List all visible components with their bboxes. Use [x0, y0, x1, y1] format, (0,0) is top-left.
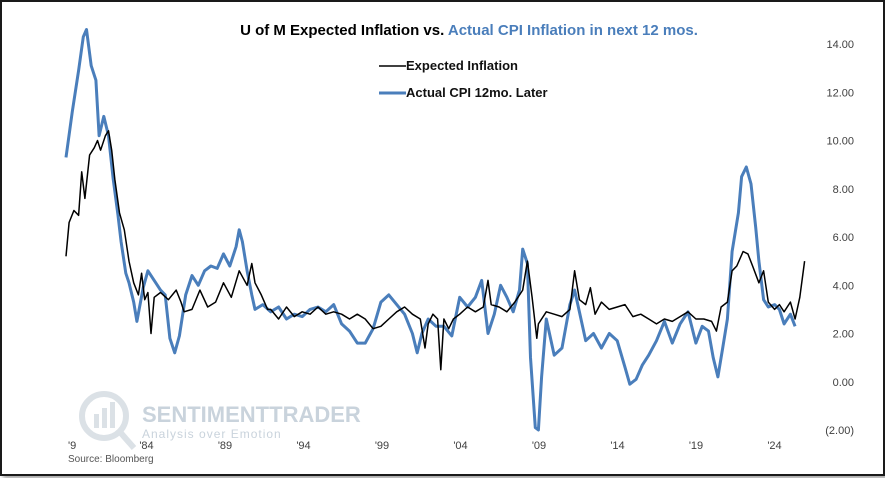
legend: Expected Inflation Actual CPI 12mo. Later — [379, 58, 548, 100]
y-tick-label: 2.00 — [833, 329, 854, 341]
x-tick-label: '89 — [218, 440, 232, 452]
y-tick-label: 12.00 — [826, 87, 854, 99]
y-tick-label: 6.00 — [833, 232, 854, 244]
series-line-expected-inflation — [65, 130, 806, 371]
x-tick-label: '04 — [453, 440, 467, 452]
x-tick-label: '24 — [767, 440, 781, 452]
x-tick-label: '14 — [610, 440, 624, 452]
x-tick-label: '9 — [68, 440, 76, 452]
chart-title: U of M Expected Inflation vs. Actual CPI… — [240, 22, 698, 39]
watermark-logo-icon — [79, 391, 137, 450]
y-tick-label: 4.00 — [833, 280, 854, 292]
y-tick-label: (2.00) — [825, 425, 854, 437]
x-tick-label: '09 — [532, 440, 546, 452]
legend-label: Actual CPI 12mo. Later — [406, 85, 548, 100]
chart-title-part-1: Actual CPI Inflation in next 12 mos. — [448, 22, 698, 39]
watermark-tagline: Analysis over Emotion — [142, 427, 282, 441]
chart-title-part-0: U of M Expected Inflation vs. — [240, 22, 448, 39]
y-tick-label: 0.00 — [833, 377, 854, 389]
x-axis: '9 '84 '89 '94 '99 '04 '09 '14 '19 '24 — [68, 440, 782, 452]
x-tick-label: '19 — [689, 440, 703, 452]
y-tick-label: 8.00 — [833, 184, 854, 196]
series-layer — [64, 28, 806, 432]
x-tick-label: '84 — [139, 440, 153, 452]
x-tick-label: '94 — [296, 440, 310, 452]
y-tick-label: 10.00 — [826, 136, 854, 148]
y-tick-label: 14.00 — [826, 39, 854, 51]
watermark-brand: SENTIMENTTRADER — [142, 402, 361, 427]
source-note: Source: Bloomberg — [68, 454, 154, 465]
x-tick-label: '99 — [375, 440, 389, 452]
legend-label: Expected Inflation — [406, 58, 518, 73]
watermark: SENTIMENTTRADER Analysis over Emotion — [79, 391, 361, 450]
y-axis: 14.00 12.00 10.00 8.00 6.00 4.00 2.00 0.00 (2.00… — [825, 39, 854, 437]
series-line-actual-cpi — [64, 28, 797, 432]
